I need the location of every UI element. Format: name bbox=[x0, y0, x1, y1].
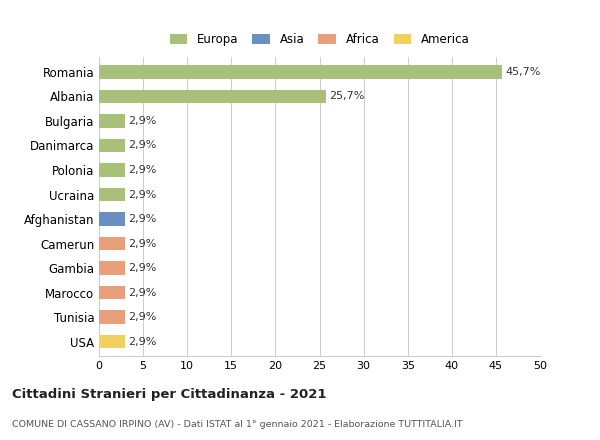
Text: COMUNE DI CASSANO IRPINO (AV) - Dati ISTAT al 1° gennaio 2021 - Elaborazione TUT: COMUNE DI CASSANO IRPINO (AV) - Dati IST… bbox=[12, 420, 463, 429]
Bar bbox=[99, 163, 125, 177]
Text: 25,7%: 25,7% bbox=[329, 92, 365, 102]
Text: 2,9%: 2,9% bbox=[128, 312, 157, 322]
Text: 2,9%: 2,9% bbox=[128, 238, 157, 249]
Text: 2,9%: 2,9% bbox=[128, 140, 157, 150]
Bar bbox=[99, 237, 125, 250]
Text: 2,9%: 2,9% bbox=[128, 288, 157, 297]
Text: 2,9%: 2,9% bbox=[128, 165, 157, 175]
Bar bbox=[99, 335, 125, 348]
Bar bbox=[99, 310, 125, 324]
Bar bbox=[99, 114, 125, 128]
Text: 2,9%: 2,9% bbox=[128, 190, 157, 199]
Text: 2,9%: 2,9% bbox=[128, 263, 157, 273]
Bar bbox=[99, 65, 502, 79]
Text: Cittadini Stranieri per Cittadinanza - 2021: Cittadini Stranieri per Cittadinanza - 2… bbox=[12, 388, 326, 401]
Bar bbox=[99, 286, 125, 299]
Bar bbox=[99, 261, 125, 275]
Bar bbox=[99, 139, 125, 152]
Text: 2,9%: 2,9% bbox=[128, 214, 157, 224]
Bar bbox=[99, 188, 125, 201]
Text: 2,9%: 2,9% bbox=[128, 116, 157, 126]
Text: 2,9%: 2,9% bbox=[128, 337, 157, 347]
Bar bbox=[99, 90, 326, 103]
Legend: Europa, Asia, Africa, America: Europa, Asia, Africa, America bbox=[170, 33, 469, 46]
Text: 45,7%: 45,7% bbox=[506, 67, 541, 77]
Bar bbox=[99, 213, 125, 226]
